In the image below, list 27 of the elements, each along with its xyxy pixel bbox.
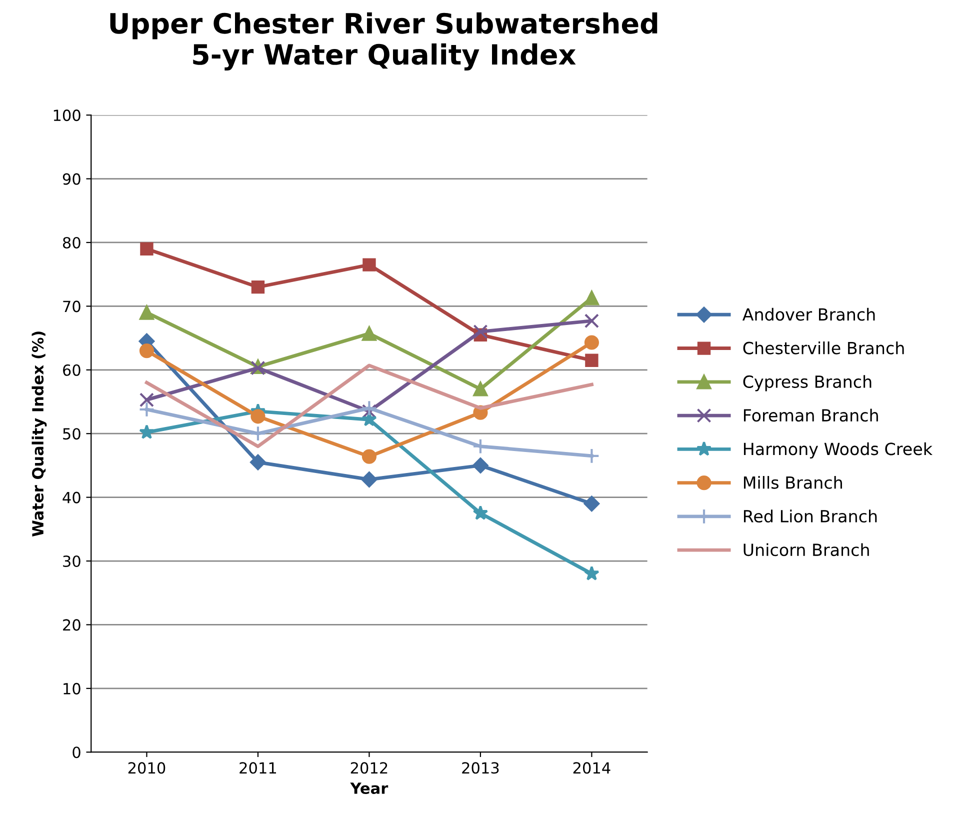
legend-label: Mills Branch — [744, 476, 842, 489]
legend-label: Foreman Branch — [744, 408, 878, 422]
x-tick-label: 2011 — [240, 762, 276, 774]
x-axis-title: Year — [350, 782, 388, 794]
legend-label: Unicorn Branch — [744, 543, 869, 556]
y-tick-label: 50 — [63, 428, 80, 440]
y-tick-label: 100 — [54, 110, 80, 122]
x-tick-label: 2012 — [350, 762, 388, 774]
legend-label: Andover Branch — [742, 308, 875, 321]
legend-label: Red Lion Branch — [744, 510, 877, 523]
y-tick-label: 0 — [72, 746, 80, 758]
y-tick-label: 80 — [62, 236, 80, 249]
y-tick-label: 70 — [63, 300, 80, 312]
legend-label: Chesterville Branch — [743, 341, 904, 354]
legend-label: Cypress Branch — [743, 375, 872, 392]
y-tick-label: 10 — [64, 682, 80, 694]
legend-label: Harmony Woods Creek — [744, 442, 932, 458]
x-tick-label: 2013 — [462, 762, 499, 774]
y-tick-label: 40 — [62, 492, 80, 504]
y-tick-label: 90 — [62, 173, 80, 185]
x-tick-label: 2014 — [573, 762, 610, 774]
chart-title: Upper Chester River Subwatershed 5-yr Water Quality Index — [110, 12, 658, 71]
x-tick-label: 2010 — [128, 762, 166, 774]
y-tick-label: 20 — [63, 619, 80, 631]
y-tick-label: 60 — [63, 364, 80, 376]
y-axis-title: Water Quality Index (%) — [32, 332, 47, 536]
y-tick-label: 30 — [63, 555, 80, 568]
